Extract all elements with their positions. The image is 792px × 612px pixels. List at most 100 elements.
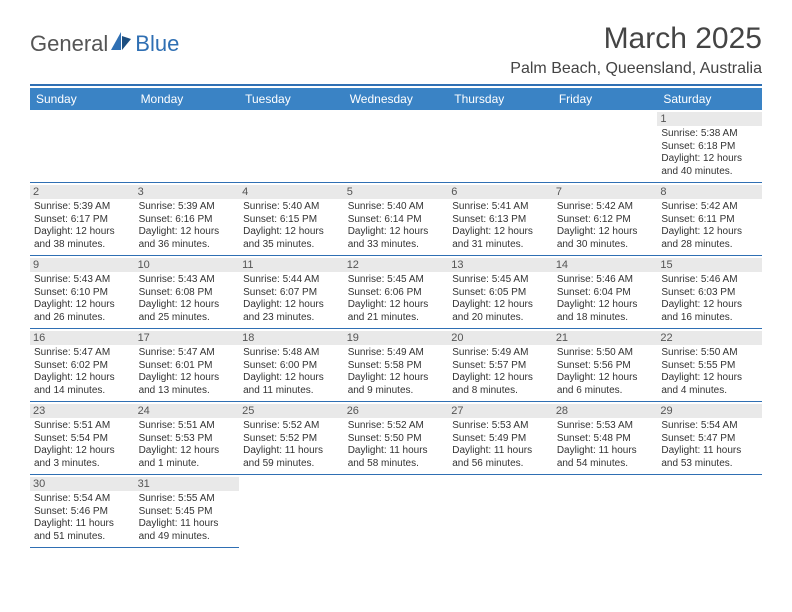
calendar-cell-empty xyxy=(30,110,135,183)
day-header-row: SundayMondayTuesdayWednesdayThursdayFrid… xyxy=(30,88,762,110)
calendar-cell: 5 Sunrise: 5:40 AMSunset: 6:14 PMDaylight… xyxy=(344,183,449,256)
calendar-cell-empty xyxy=(553,475,658,548)
calendar-cell-empty xyxy=(553,110,658,183)
calendar-cell: 22Sunrise: 5:50 AMSunset: 5:55 PMDayligh… xyxy=(657,329,762,402)
day-info: Sunrise: 5:41 AMSunset: 6:13 PMDaylight:… xyxy=(452,201,549,251)
day-number: 3 xyxy=(135,185,240,199)
day-number: 1 xyxy=(657,112,762,126)
calendar-cell: 29 Sunrise: 5:54 AMSunset: 5:47 PMDayligh… xyxy=(657,402,762,475)
day-info: Sunrise: 5:44 AMSunset: 6:07 PMDaylight:… xyxy=(243,274,340,324)
calendar-cell: 16 Sunrise: 5:47 AMSunset: 6:02 PMDayligh… xyxy=(30,329,135,402)
day-info: Sunrise: 5:45 AMSunset: 6:05 PMDaylight:… xyxy=(452,274,549,324)
day-info: Sunrise: 5:43 AMSunset: 6:08 PMDaylight:… xyxy=(139,274,236,324)
day-info: Sunrise: 5:38 AMSunset: 6:18 PMDaylight:… xyxy=(661,128,758,178)
day-number: 21 xyxy=(553,331,658,345)
day-info: Sunrise: 5:53 AMSunset: 5:48 PMDaylight:… xyxy=(557,420,654,470)
day-number: 10 xyxy=(135,258,240,272)
calendar-cell: 15 Sunrise: 5:46 AMSunset: 6:03 PMDayligh… xyxy=(657,256,762,329)
title-block: March 2025 Palm Beach, Queensland, Austr… xyxy=(510,22,762,78)
day-info: Sunrise: 5:49 AMSunset: 5:57 PMDaylight:… xyxy=(452,347,549,397)
calendar-cell: 30Sunrise: 5:54 AMSunset: 5:46 PMDayligh… xyxy=(30,475,135,548)
calendar-cell: 18 Sunrise: 5:48 AMSunset: 6:00 PMDayligh… xyxy=(239,329,344,402)
day-number: 27 xyxy=(448,404,553,418)
day-info: Sunrise: 5:50 AMSunset: 5:55 PMDaylight:… xyxy=(661,347,758,397)
calendar-cell-empty xyxy=(239,475,344,548)
calendar-cell: 3Sunrise: 5:39 AMSunset: 6:16 PMDaylight… xyxy=(135,183,240,256)
day-number: 26 xyxy=(344,404,449,418)
calendar-row: 23 Sunrise: 5:51 AMSunset: 5:54 PMDayligh… xyxy=(30,402,762,475)
calendar-row: 16 Sunrise: 5:47 AMSunset: 6:02 PMDayligh… xyxy=(30,329,762,402)
divider xyxy=(30,84,762,86)
calendar-cell-empty xyxy=(135,110,240,183)
calendar-cell: 9 Sunrise: 5:43 AMSunset: 6:10 PMDaylight… xyxy=(30,256,135,329)
day-info: Sunrise: 5:43 AMSunset: 6:10 PMDaylight:… xyxy=(34,274,131,324)
calendar-cell: 12 Sunrise: 5:45 AMSunset: 6:06 PMDayligh… xyxy=(344,256,449,329)
day-number: 13 xyxy=(448,258,553,272)
calendar-cell: 25Sunrise: 5:52 AMSunset: 5:52 PMDayligh… xyxy=(239,402,344,475)
day-number: 31 xyxy=(135,477,240,491)
day-info: Sunrise: 5:47 AMSunset: 6:02 PMDaylight:… xyxy=(34,347,131,397)
day-info: Sunrise: 5:54 AMSunset: 5:47 PMDaylight:… xyxy=(661,420,758,470)
day-number: 8 xyxy=(657,185,762,199)
calendar-cell: 28 Sunrise: 5:53 AMSunset: 5:48 PMDayligh… xyxy=(553,402,658,475)
day-number: 16 xyxy=(30,331,135,345)
day-number: 12 xyxy=(344,258,449,272)
brand-logo: General Blue xyxy=(30,30,179,57)
day-number: 9 xyxy=(30,258,135,272)
day-number: 24 xyxy=(135,404,240,418)
day-number: 20 xyxy=(448,331,553,345)
calendar-cell: 23 Sunrise: 5:51 AMSunset: 5:54 PMDayligh… xyxy=(30,402,135,475)
day-info: Sunrise: 5:52 AMSunset: 5:52 PMDaylight:… xyxy=(243,420,340,470)
sail-icon xyxy=(109,30,133,57)
day-number: 17 xyxy=(135,331,240,345)
day-header: Saturday xyxy=(657,88,762,110)
calendar-cell: 31Sunrise: 5:55 AMSunset: 5:45 PMDayligh… xyxy=(135,475,240,548)
calendar-cell: 20 Sunrise: 5:49 AMSunset: 5:57 PMDayligh… xyxy=(448,329,553,402)
calendar-cell: 1 Sunrise: 5:38 AMSunset: 6:18 PMDaylight… xyxy=(657,110,762,183)
day-number: 18 xyxy=(239,331,344,345)
day-info: Sunrise: 5:49 AMSunset: 5:58 PMDaylight:… xyxy=(348,347,445,397)
day-info: Sunrise: 5:40 AMSunset: 6:14 PMDaylight:… xyxy=(348,201,445,251)
calendar-row: 9 Sunrise: 5:43 AMSunset: 6:10 PMDaylight… xyxy=(30,256,762,329)
calendar-cell: 13 Sunrise: 5:45 AMSunset: 6:05 PMDayligh… xyxy=(448,256,553,329)
day-number: 6 xyxy=(448,185,553,199)
day-info: Sunrise: 5:39 AMSunset: 6:17 PMDaylight:… xyxy=(34,201,131,251)
day-info: Sunrise: 5:46 AMSunset: 6:03 PMDaylight:… xyxy=(661,274,758,324)
day-number: 15 xyxy=(657,258,762,272)
day-info: Sunrise: 5:42 AMSunset: 6:12 PMDaylight:… xyxy=(557,201,654,251)
day-number: 28 xyxy=(553,404,658,418)
day-number: 23 xyxy=(30,404,135,418)
calendar-cell: 24Sunrise: 5:51 AMSunset: 5:53 PMDayligh… xyxy=(135,402,240,475)
brand-text-2: Blue xyxy=(135,31,179,57)
calendar-cell: 21 Sunrise: 5:50 AMSunset: 5:56 PMDayligh… xyxy=(553,329,658,402)
day-info: Sunrise: 5:42 AMSunset: 6:11 PMDaylight:… xyxy=(661,201,758,251)
day-header: Monday xyxy=(135,88,240,110)
day-info: Sunrise: 5:45 AMSunset: 6:06 PMDaylight:… xyxy=(348,274,445,324)
month-title: March 2025 xyxy=(510,22,762,56)
day-info: Sunrise: 5:52 AMSunset: 5:50 PMDaylight:… xyxy=(348,420,445,470)
day-number: 5 xyxy=(344,185,449,199)
day-info: Sunrise: 5:48 AMSunset: 6:00 PMDaylight:… xyxy=(243,347,340,397)
day-info: Sunrise: 5:51 AMSunset: 5:54 PMDaylight:… xyxy=(34,420,131,470)
calendar-row: 30Sunrise: 5:54 AMSunset: 5:46 PMDayligh… xyxy=(30,475,762,548)
day-info: Sunrise: 5:46 AMSunset: 6:04 PMDaylight:… xyxy=(557,274,654,324)
day-number: 4 xyxy=(239,185,344,199)
calendar-cell: 11 Sunrise: 5:44 AMSunset: 6:07 PMDayligh… xyxy=(239,256,344,329)
day-info: Sunrise: 5:50 AMSunset: 5:56 PMDaylight:… xyxy=(557,347,654,397)
calendar-row: 2Sunrise: 5:39 AMSunset: 6:17 PMDaylight… xyxy=(30,183,762,256)
day-info: Sunrise: 5:53 AMSunset: 5:49 PMDaylight:… xyxy=(452,420,549,470)
day-number: 29 xyxy=(657,404,762,418)
calendar-cell: 14Sunrise: 5:46 AMSunset: 6:04 PMDayligh… xyxy=(553,256,658,329)
calendar-cell: 17Sunrise: 5:47 AMSunset: 6:01 PMDayligh… xyxy=(135,329,240,402)
calendar-cell: 8 Sunrise: 5:42 AMSunset: 6:11 PMDaylight… xyxy=(657,183,762,256)
calendar-row: 1 Sunrise: 5:38 AMSunset: 6:18 PMDaylight… xyxy=(30,110,762,183)
day-header: Thursday xyxy=(448,88,553,110)
day-number: 19 xyxy=(344,331,449,345)
calendar-cell-empty xyxy=(344,475,449,548)
day-number: 7 xyxy=(553,185,658,199)
day-info: Sunrise: 5:40 AMSunset: 6:15 PMDaylight:… xyxy=(243,201,340,251)
calendar-table: SundayMondayTuesdayWednesdayThursdayFrid… xyxy=(30,88,762,548)
day-number: 11 xyxy=(239,258,344,272)
day-header: Tuesday xyxy=(239,88,344,110)
day-header: Sunday xyxy=(30,88,135,110)
